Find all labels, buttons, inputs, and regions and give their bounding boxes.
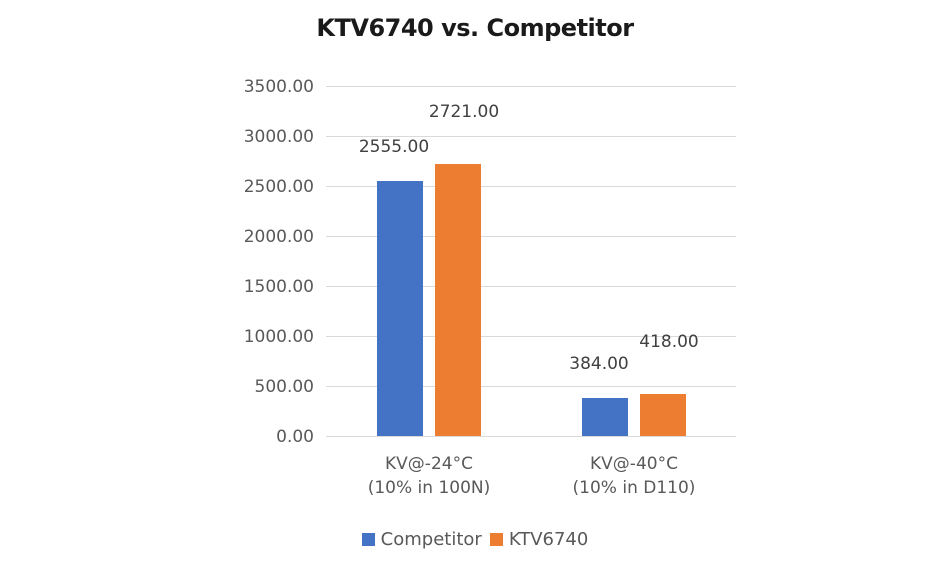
legend-swatch-icon	[361, 533, 375, 546]
y-tick-label: 1500.00	[243, 277, 314, 297]
bar-ktv6740	[640, 394, 686, 436]
x-axis-line	[326, 436, 736, 437]
data-label: 2721.00	[428, 101, 500, 122]
gridline	[326, 286, 736, 287]
legend: Competitor KTV6740	[0, 529, 950, 550]
y-tick-label: 0.00	[276, 427, 314, 447]
gridline	[326, 186, 736, 187]
y-tick-label: 2000.00	[243, 227, 314, 247]
gridline	[326, 386, 736, 387]
y-tick-label: 2500.00	[243, 177, 314, 197]
gridline	[326, 136, 736, 137]
x-category-label: KV@-24°C (10% in 100N)	[367, 454, 491, 498]
legend-item-competitor: Competitor	[361, 529, 482, 550]
data-label: 2555.00	[358, 136, 430, 157]
bar-competitor	[582, 397, 628, 436]
bar-ktv6740	[435, 163, 481, 436]
legend-item-ktv6740: KTV6740	[489, 529, 589, 550]
gridline	[326, 236, 736, 237]
bar-competitor	[377, 180, 423, 436]
legend-label: Competitor	[380, 529, 482, 550]
legend-label: KTV6740	[508, 529, 589, 550]
x-category-label: KV@-40°C (10% in D110)	[572, 454, 696, 498]
gridline	[326, 86, 736, 87]
gridline	[326, 336, 736, 337]
data-label: 384.00	[569, 353, 629, 374]
legend-swatch-icon	[489, 533, 503, 546]
chart-title: KTV6740 vs. Competitor	[316, 14, 634, 42]
y-tick-label: 500.00	[254, 377, 314, 397]
data-label: 418.00	[639, 332, 699, 353]
y-tick-label: 1000.00	[243, 327, 314, 347]
y-tick-label: 3500.00	[243, 77, 314, 97]
y-tick-label: 3000.00	[243, 127, 314, 147]
